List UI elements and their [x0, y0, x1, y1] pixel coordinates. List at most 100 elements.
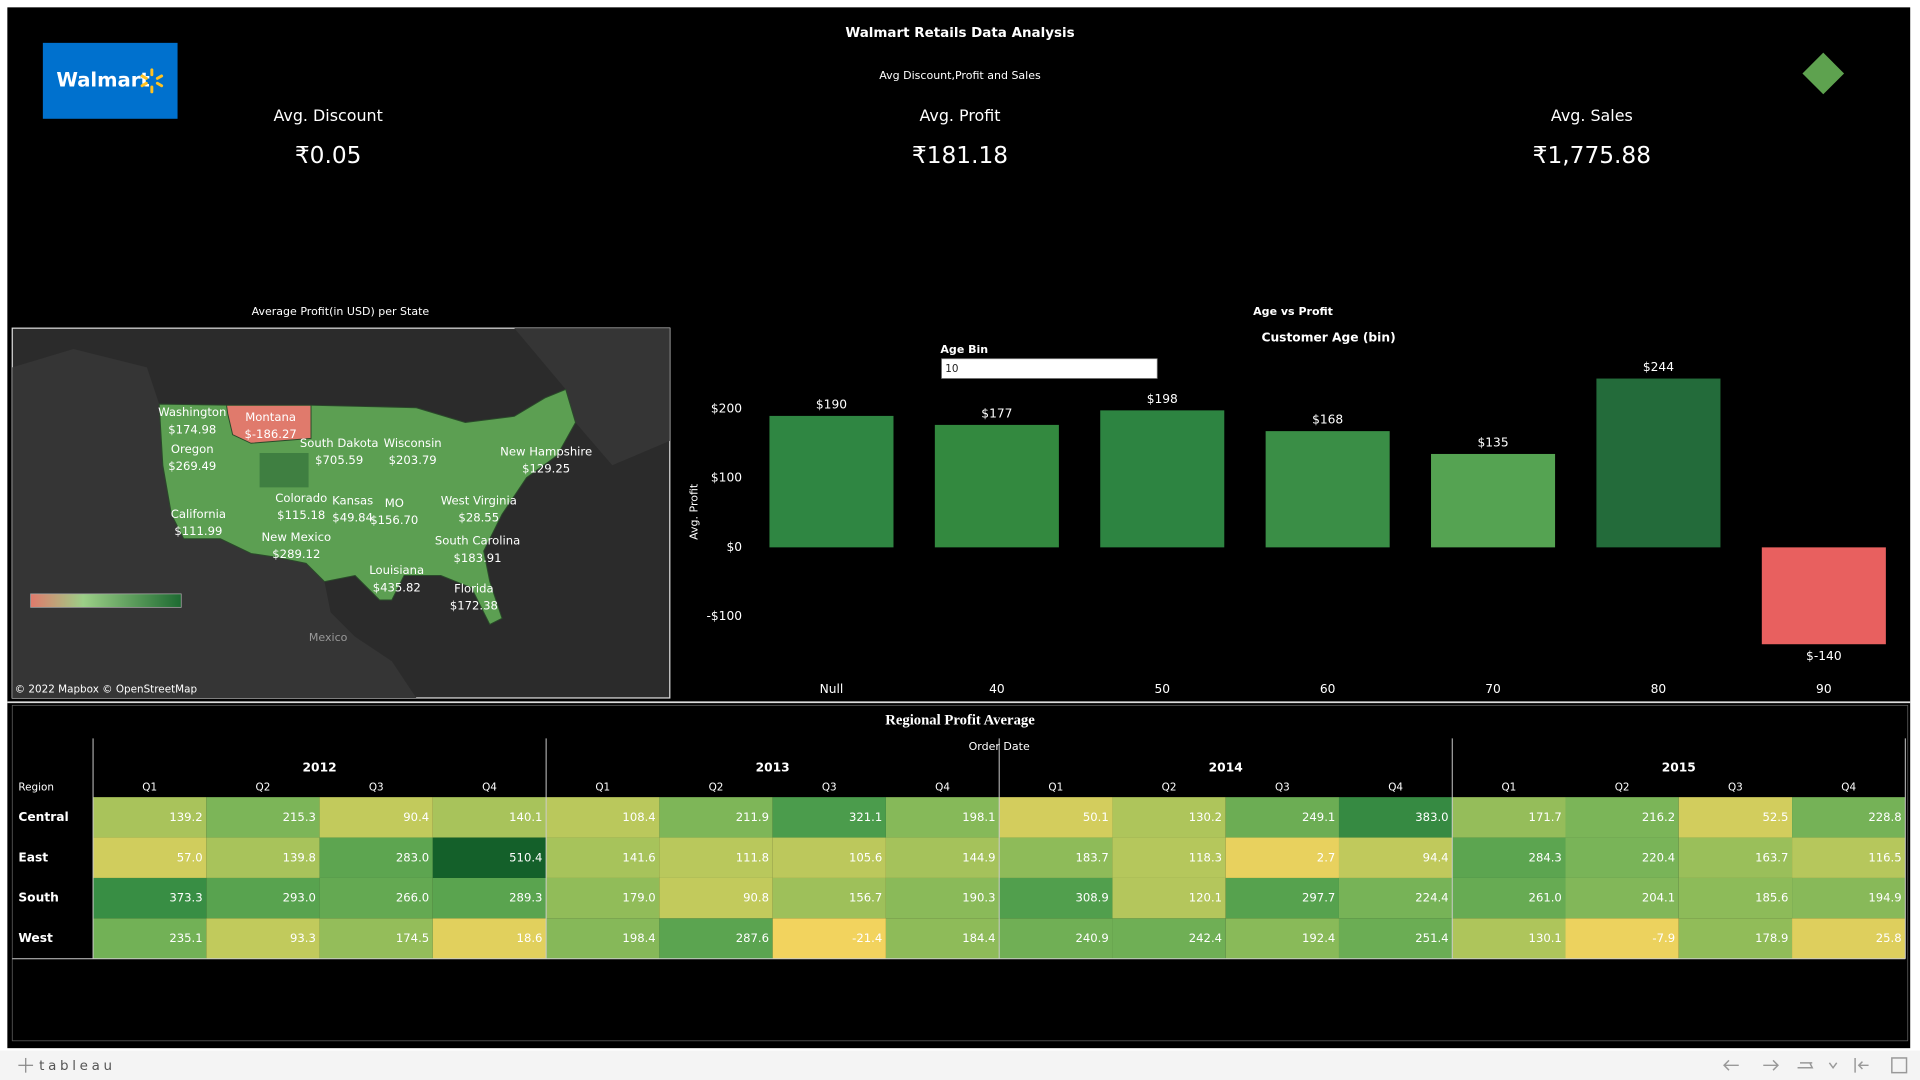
heat-cell — [1565, 797, 1679, 838]
data-label: $168 — [1312, 413, 1343, 427]
data-label: $198 — [1147, 392, 1178, 406]
heat-cell — [1792, 837, 1906, 878]
cell-value: 185.6 — [1755, 891, 1788, 905]
cell-value: 18.6 — [517, 931, 543, 945]
cell-value: 174.5 — [396, 931, 429, 945]
cell-value: 118.3 — [1189, 850, 1222, 864]
cell-value: 139.8 — [283, 850, 316, 864]
bar — [1100, 410, 1225, 548]
heat-cell — [1792, 877, 1906, 919]
y-tick-label: $0 — [726, 540, 742, 554]
quarter-header: Q1 — [1048, 781, 1063, 793]
heat-cell — [206, 797, 320, 838]
kpi-label: Avg. Profit — [919, 106, 1000, 125]
quarter-header: Q3 — [822, 781, 837, 793]
heat-cell — [1678, 837, 1793, 878]
cell-value: 194.9 — [1868, 891, 1901, 905]
heat-cell — [1112, 877, 1226, 919]
state-value: $49.84 — [332, 510, 373, 524]
cell-value: 293.0 — [283, 891, 316, 905]
heat-cell — [1678, 877, 1793, 919]
cell-value: 284.3 — [1529, 850, 1562, 864]
heat-cell — [1565, 837, 1679, 878]
cell-value: 261.0 — [1529, 891, 1562, 905]
heat-cell — [1338, 837, 1453, 878]
cell-value: 198.4 — [622, 931, 655, 945]
tableau-mark — [18, 1057, 34, 1073]
parameter-input[interactable] — [941, 358, 1158, 379]
state-name: Florida — [454, 581, 494, 595]
cell-value: 510.4 — [509, 850, 542, 864]
year-header: 2013 — [756, 760, 790, 774]
map-title: Average Profit(in USD) per State — [252, 305, 430, 318]
cell-value: 373.3 — [169, 891, 202, 905]
cell-value: 111.8 — [736, 850, 769, 864]
data-label: $177 — [981, 406, 1012, 420]
cell-value: 224.4 — [1415, 891, 1448, 905]
dashboard-subtitle: Avg Discount,Profit and Sales — [879, 69, 1041, 82]
quarter-header: Q1 — [595, 781, 610, 793]
state-name: Montana — [245, 410, 296, 424]
state-value: $129.25 — [522, 461, 570, 475]
cell-value: 90.4 — [403, 810, 429, 824]
footer-controls[interactable] — [1723, 1057, 1908, 1074]
state-name: Colorado — [275, 491, 327, 505]
heat-cell — [1338, 877, 1453, 919]
state-name: South Dakota — [300, 436, 379, 450]
x-tick-label: 60 — [1320, 682, 1336, 696]
heat-cell — [546, 797, 660, 838]
heat-cell — [659, 797, 773, 838]
heat-cell — [319, 797, 433, 838]
heat-cell — [206, 837, 320, 878]
heat-cell — [772, 918, 886, 959]
cell-value: 130.2 — [1189, 810, 1222, 824]
x-tick-label: Null — [820, 682, 844, 696]
heat-cell — [772, 797, 886, 838]
cell-value: 171.7 — [1529, 810, 1562, 824]
x-axis-title: Customer Age (bin) — [1261, 330, 1395, 344]
heat-cell — [1225, 797, 1339, 838]
quarter-header: Q4 — [1841, 781, 1856, 793]
region-label: East — [18, 850, 48, 864]
land — [12, 348, 417, 698]
heat-cell — [206, 918, 320, 959]
x-tick-label: 40 — [989, 682, 1005, 696]
state-value: $28.55 — [458, 510, 499, 524]
cell-value: 287.6 — [736, 931, 769, 945]
heat-cell — [432, 918, 547, 959]
cell-value: 141.6 — [622, 850, 655, 864]
state-name: South Carolina — [435, 534, 520, 548]
heat-cell — [772, 877, 886, 919]
state-value: $174.98 — [168, 422, 216, 436]
heat-cell — [546, 837, 660, 878]
cell-value: 297.7 — [1302, 891, 1335, 905]
kpi-value: ₹1,775.88 — [1533, 142, 1651, 169]
state-value: $115.18 — [277, 508, 325, 522]
heat-cell — [1565, 877, 1679, 919]
heat-cell — [1112, 837, 1226, 878]
heat-cell — [999, 837, 1113, 878]
cell-value: 184.4 — [962, 931, 995, 945]
cell-value: 249.1 — [1302, 810, 1335, 824]
footer-brand: tableau — [39, 1059, 116, 1074]
quarter-header: Q2 — [709, 781, 724, 793]
state-value: $-186.27 — [244, 427, 296, 441]
heat-cell — [659, 837, 773, 878]
logo-box — [42, 42, 178, 119]
cell-value: 156.7 — [849, 891, 882, 905]
region-label: South — [18, 891, 59, 905]
heatmap: 2012 Q1 Q2 Q3 Q4 2013 Q1 Q2 Q3 Q4 2014 Q1 Q2 Q3 Q4 2015… — [12, 738, 1906, 960]
cell-value: 90.8 — [743, 891, 769, 905]
heat-cell — [432, 797, 547, 838]
parameter-value[interactable]: 10 — [945, 363, 958, 375]
heat-cell — [319, 918, 433, 959]
quarter-header: Q3 — [1728, 781, 1743, 793]
kpi-label: Avg. Sales — [1551, 106, 1633, 125]
quarter-header: Q2 — [1162, 781, 1177, 793]
heat-cell — [1678, 918, 1793, 959]
cell-value: 120.1 — [1189, 891, 1222, 905]
year-header: 2014 — [1209, 760, 1243, 774]
heat-cell — [1565, 918, 1679, 959]
heat-cell — [1112, 797, 1226, 838]
heat-cell — [1678, 797, 1793, 838]
